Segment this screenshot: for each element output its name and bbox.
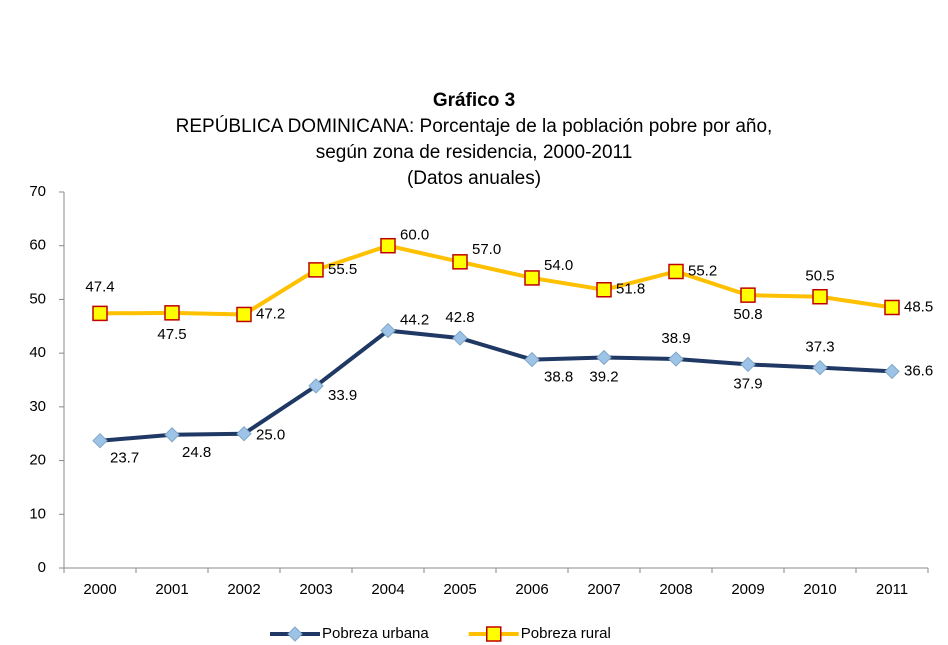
legend-marker [287,626,303,642]
y-tick-label: 50 [29,290,46,307]
marker [164,427,180,443]
x-tick-label: 2006 [515,581,548,598]
data-label: 38.8 [544,369,573,386]
marker [524,351,540,368]
marker [380,237,396,254]
chart-title: Gráfico 3 [433,90,515,111]
data-label: 36.6 [904,362,933,379]
data-label: 55.5 [328,261,357,278]
x-tick-label: 2000 [83,581,116,598]
data-label: 47.5 [157,326,186,343]
marker [236,306,252,323]
x-tick-label: 2005 [443,581,476,598]
x-tick-label: 2001 [155,581,188,598]
legend-label: Pobreza rural [521,625,611,642]
data-label: 48.5 [904,298,933,315]
y-tick-label: 60 [29,237,46,254]
data-label: 38.9 [661,330,690,347]
series-line [99,243,893,317]
data-label: 47.2 [256,305,285,322]
marker [812,288,828,305]
data-label: 39.2 [589,368,618,385]
legend-marker [486,626,502,642]
data-label: 44.2 [400,312,429,329]
data-label: 47.4 [85,278,114,295]
chart-subtitle: REPÚBLICA DOMINICANA: Porcentaje de la p… [176,115,773,137]
data-label: 51.8 [616,281,645,298]
y-tick-label: 0 [38,559,46,576]
y-tick-label: 20 [29,452,46,469]
x-tick-label: 2011 [876,581,908,598]
data-label: 37.3 [805,339,834,356]
data-label: 37.9 [733,375,762,392]
marker [668,351,684,367]
data-label: 57.0 [472,241,501,258]
data-label: 42.8 [445,309,474,326]
marker [884,299,900,316]
marker [164,305,180,321]
y-tick-label: 30 [29,398,46,415]
marker [92,305,108,322]
marker [884,363,900,380]
data-label: 55.2 [688,262,717,279]
marker [668,263,684,280]
marker [524,270,540,286]
data-label: 54.0 [544,257,573,274]
series-line [99,328,893,443]
x-tick-label: 2002 [227,581,260,598]
marker [596,349,612,366]
data-label: 50.8 [733,306,762,323]
marker [740,287,756,303]
data-label: 25.0 [256,427,285,444]
legend-label: Pobreza urbana [322,625,429,642]
marker [236,426,252,442]
chart-subtitle: según zona de residencia, 2000-2011 [316,142,633,163]
marker [596,282,612,298]
data-label: 60.0 [400,227,429,244]
marker [308,262,324,278]
data-label: 23.7 [110,450,139,467]
y-tick-label: 40 [29,344,46,361]
marker [92,432,108,449]
marker [380,322,396,339]
x-tick-label: 2010 [803,581,836,598]
marker [452,330,468,346]
chart-subtitle: (Datos anuales) [407,168,541,189]
marker [308,378,324,394]
data-label: 24.8 [182,444,211,461]
y-tick-label: 70 [29,183,46,200]
y-tick-label: 10 [29,505,46,522]
data-label: 50.5 [805,268,834,285]
x-tick-label: 2003 [299,581,332,598]
x-tick-label: 2008 [659,581,692,598]
marker [740,356,756,373]
data-label: 33.9 [328,387,357,404]
marker [812,359,828,376]
marker [452,254,468,270]
x-tick-label: 2009 [731,581,764,598]
x-tick-label: 2007 [587,581,620,598]
x-tick-label: 2004 [371,581,404,598]
